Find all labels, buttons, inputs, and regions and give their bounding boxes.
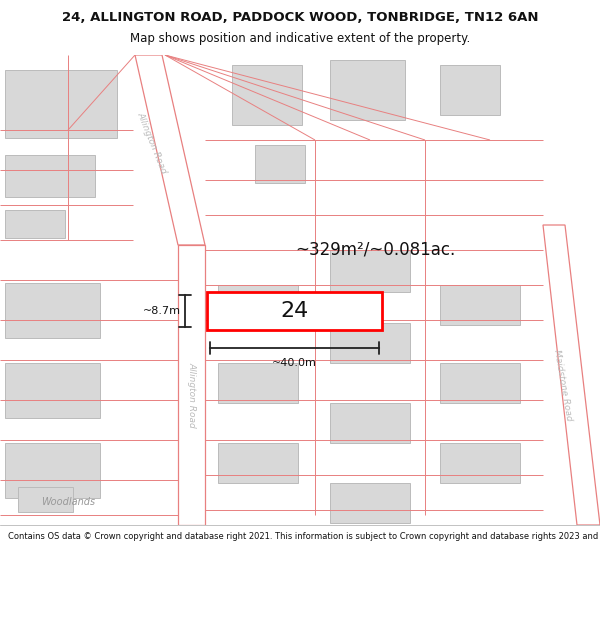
Polygon shape — [543, 225, 600, 525]
Bar — [440, 65, 500, 115]
Bar — [218, 363, 298, 403]
Text: Woodlands: Woodlands — [41, 497, 95, 507]
Bar — [440, 363, 520, 403]
Text: ~8.7m: ~8.7m — [143, 306, 181, 316]
Text: Maidstone Road: Maidstone Road — [552, 349, 574, 421]
Text: Map shows position and indicative extent of the property.: Map shows position and indicative extent… — [130, 32, 470, 45]
Bar — [5, 70, 117, 138]
Bar — [330, 250, 410, 292]
Bar — [440, 285, 520, 325]
Polygon shape — [178, 245, 205, 525]
Bar — [232, 65, 302, 125]
Bar — [18, 487, 73, 512]
Bar — [5, 443, 100, 498]
Text: 24, ALLINGTON ROAD, PADDOCK WOOD, TONBRIDGE, TN12 6AN: 24, ALLINGTON ROAD, PADDOCK WOOD, TONBRI… — [62, 11, 538, 24]
Bar — [440, 443, 520, 483]
Text: ~40.0m: ~40.0m — [272, 358, 317, 368]
Bar — [330, 403, 410, 443]
Text: Allington Road: Allington Road — [136, 111, 169, 175]
Text: Contains OS data © Crown copyright and database right 2021. This information is : Contains OS data © Crown copyright and d… — [8, 532, 600, 541]
Bar — [330, 323, 410, 363]
Bar — [330, 483, 410, 523]
Polygon shape — [135, 55, 205, 245]
Bar — [5, 283, 100, 338]
Text: Allington Road: Allington Road — [187, 362, 197, 428]
Text: ~329m²/~0.081ac.: ~329m²/~0.081ac. — [295, 241, 455, 259]
Bar — [5, 363, 100, 418]
Bar — [330, 60, 405, 120]
Bar — [5, 155, 95, 197]
Bar — [218, 285, 298, 325]
Bar — [218, 443, 298, 483]
Bar — [207, 292, 382, 330]
Bar — [255, 145, 305, 183]
Bar — [5, 210, 65, 238]
Text: 24: 24 — [280, 301, 308, 321]
